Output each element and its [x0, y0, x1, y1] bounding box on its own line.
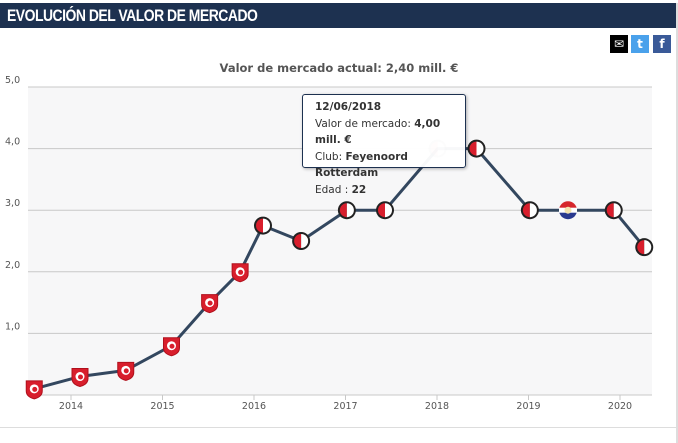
data-point-feyenoord-crest-icon[interactable] [337, 201, 356, 220]
tooltip-value-label: Valor de mercado: [315, 117, 411, 130]
data-point-feyenoord-crest-icon[interactable] [467, 139, 486, 158]
section-title: EVOLUCIÓN DEL VALOR DE MERCADO [7, 6, 258, 25]
series-line [33, 147, 646, 391]
y-tick-label: 3,0 [5, 198, 20, 209]
tooltip-value: 4,00 mill. € [315, 117, 441, 147]
data-point-feyenoord-crest-icon[interactable] [635, 238, 654, 257]
divider [0, 427, 678, 428]
data-point-willem-ii-crest-icon[interactable] [558, 201, 577, 220]
y-tick-label: 1,0 [5, 321, 20, 332]
share-email-button[interactable]: ✉ [610, 35, 628, 53]
data-point-twente-crest-icon[interactable] [162, 337, 180, 357]
data-point-feyenoord-crest-icon[interactable] [375, 201, 394, 220]
data-point-feyenoord-crest-icon[interactable] [604, 201, 623, 220]
chart-tooltip: 12/06/2018 Valor de mercado: 4,00 mill. … [302, 94, 466, 196]
x-tick-label: 2020 [608, 401, 632, 412]
share-twitter-button[interactable]: t [631, 35, 649, 53]
share-facebook-button[interactable]: f [653, 35, 671, 53]
data-point-twente-crest-icon[interactable] [231, 263, 249, 283]
data-point-twente-crest-icon[interactable] [201, 294, 219, 314]
tooltip-club-label: Club: [315, 150, 343, 163]
tooltip-age: 22 [351, 183, 367, 196]
x-tick-label: 2016 [242, 401, 266, 412]
data-point-twente-crest-icon[interactable] [117, 361, 135, 381]
tooltip-age-label: Edad : [315, 183, 349, 196]
facebook-icon: f [659, 37, 665, 51]
y-tick-label: 4,0 [5, 137, 20, 148]
section-header: EVOLUCIÓN DEL VALOR DE MERCADO [0, 3, 676, 28]
data-point-twente-crest-icon[interactable] [71, 368, 89, 388]
x-tick-label: 2017 [333, 401, 357, 412]
data-point-twente-crest-icon[interactable] [25, 380, 43, 400]
data-point-feyenoord-crest-icon[interactable] [253, 216, 272, 235]
envelope-icon: ✉ [613, 37, 625, 51]
twitter-icon: t [637, 37, 643, 51]
y-tick-label: 5,0 [5, 75, 20, 86]
x-tick-label: 2019 [516, 401, 540, 412]
y-tick-label: 2,0 [5, 260, 20, 271]
current-market-value: Valor de mercado actual: 2,40 mill. € [219, 61, 459, 75]
x-tick-label: 2015 [150, 401, 174, 412]
panel-border [676, 3, 678, 443]
x-tick-label: 2018 [425, 401, 449, 412]
tooltip-date: 12/06/2018 [315, 101, 382, 113]
tooltip-club: Feyenoord Rotterdam [315, 150, 408, 180]
data-point-feyenoord-crest-icon[interactable] [292, 232, 311, 250]
data-point-feyenoord-crest-icon[interactable] [520, 201, 539, 220]
x-tick-label: 2014 [59, 401, 83, 412]
